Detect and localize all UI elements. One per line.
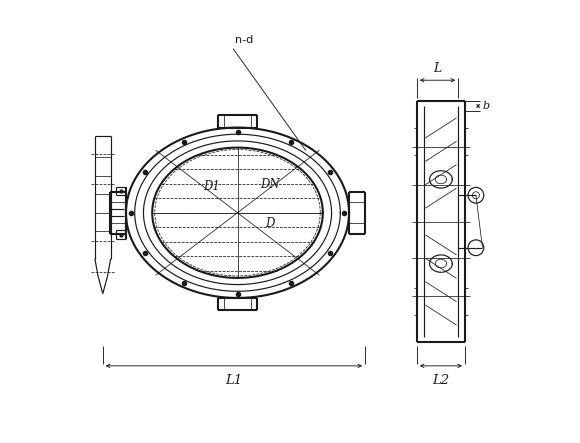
Text: L1: L1 (226, 374, 242, 387)
Text: n-d: n-d (235, 35, 253, 45)
Text: b: b (483, 101, 490, 111)
Text: DN: DN (260, 178, 280, 191)
Text: D: D (266, 217, 275, 230)
Text: L: L (433, 62, 442, 75)
Text: L2: L2 (432, 374, 450, 387)
Text: D1: D1 (203, 180, 220, 193)
